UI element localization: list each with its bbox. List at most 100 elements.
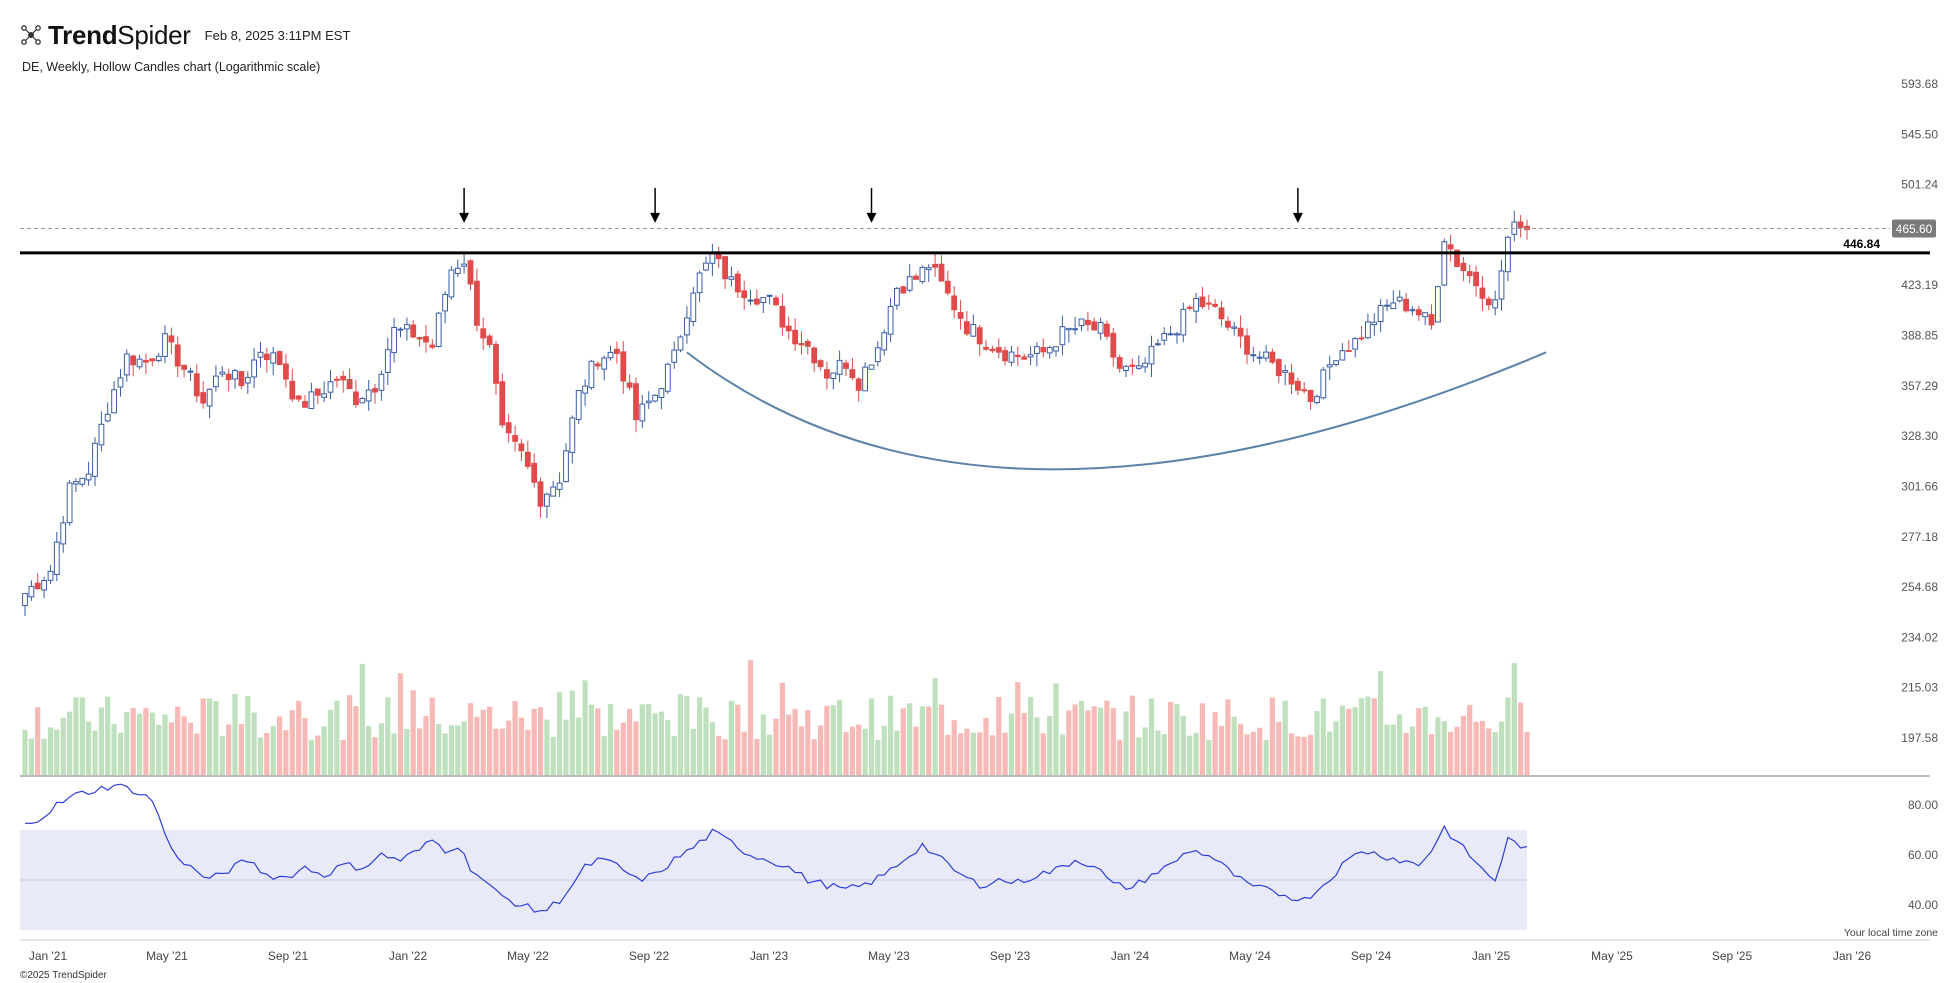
volume-bar: [1479, 721, 1485, 775]
volume-bar: [1168, 702, 1174, 775]
volume-bar: [900, 708, 906, 775]
volume-bar: [410, 690, 416, 775]
candle-down: [913, 275, 919, 280]
candle-up: [1314, 396, 1320, 404]
candle-up: [607, 351, 614, 359]
candle-down: [938, 263, 945, 282]
candle-down: [944, 280, 951, 294]
candle-up: [1059, 326, 1066, 346]
volume-bar: [1365, 696, 1371, 775]
candle-up: [123, 353, 130, 376]
volume-bar: [162, 714, 168, 775]
candle-up: [213, 375, 219, 388]
candle-up: [894, 287, 900, 306]
candle-down: [467, 260, 474, 285]
volume-bar: [671, 735, 677, 775]
candle-down: [34, 582, 41, 590]
volume-bar: [60, 717, 66, 775]
volume-bar: [359, 663, 365, 775]
volume-bar: [1460, 715, 1466, 775]
candle-down: [289, 380, 296, 400]
volume-bar: [1098, 707, 1104, 775]
candle-up: [384, 349, 391, 374]
volume-bar: [1327, 731, 1333, 775]
volume-bar: [1511, 663, 1517, 775]
volume-bar: [938, 704, 945, 775]
y-tick-label: 357.29: [1901, 379, 1938, 393]
volume-bar: [79, 697, 85, 775]
candle-up: [766, 294, 773, 297]
volume-bar: [474, 716, 480, 775]
candle-up: [397, 328, 404, 331]
volume-bar: [614, 729, 620, 775]
candle-up: [28, 585, 35, 598]
volume-bar: [1358, 698, 1365, 775]
chart-timestamp: Feb 8, 2025 3:11PM EST: [204, 27, 351, 43]
candle-up: [79, 477, 86, 485]
y-tick-label: 234.02: [1901, 630, 1938, 644]
volume-bar: [1085, 710, 1091, 775]
candle-up: [321, 393, 328, 398]
candle-up: [454, 267, 461, 274]
candle-down: [1218, 307, 1225, 320]
volume-bar: [684, 696, 690, 775]
volume-bar: [493, 728, 499, 775]
candle-up: [41, 580, 48, 591]
volume-bar: [308, 739, 314, 775]
volume-bar: [518, 717, 524, 775]
candle-down: [1524, 225, 1530, 231]
candle-down: [849, 369, 856, 379]
candle-up: [684, 317, 690, 336]
volume-bar: [1301, 736, 1307, 775]
volume-bar: [302, 718, 308, 775]
volume-bar: [728, 700, 734, 775]
volume-bar: [557, 692, 563, 775]
candle-up: [1072, 328, 1078, 331]
volume-bar: [175, 706, 181, 775]
volume-bar: [531, 708, 537, 775]
candle-up: [1078, 318, 1085, 327]
volume-bar: [760, 714, 766, 775]
candle-up: [709, 253, 716, 264]
candle-up: [1409, 309, 1416, 312]
candle-up: [1333, 360, 1339, 366]
candle-up: [1505, 236, 1511, 273]
volume-bar: [480, 709, 486, 775]
candle-up: [645, 400, 652, 404]
volume-bar: [1218, 726, 1225, 775]
volume-bar: [747, 660, 754, 775]
volume-bar: [601, 736, 607, 775]
volume-bar: [226, 724, 232, 775]
candle-up: [1371, 321, 1378, 326]
candle-down: [372, 388, 378, 393]
candle-up: [550, 486, 557, 497]
volume-bar: [1505, 697, 1511, 775]
volume-bar: [1288, 733, 1295, 775]
candle-up: [1320, 369, 1327, 399]
candle-down: [964, 321, 970, 335]
candle-down: [1428, 314, 1435, 326]
volume-bar: [270, 726, 276, 775]
candle-up: [1123, 365, 1129, 371]
volume-bar: [798, 726, 805, 775]
volume-bar: [92, 730, 98, 775]
candle-down: [143, 359, 149, 363]
candle-down: [1014, 354, 1021, 358]
volume-bar: [576, 717, 582, 775]
volume-bar: [391, 733, 397, 775]
candle-up: [919, 266, 926, 283]
candle-down: [499, 381, 506, 426]
volume-bar: [251, 712, 257, 775]
volume-bar: [1028, 697, 1034, 775]
timezone-note: Your local time zone: [1843, 927, 1938, 939]
candle-up: [887, 305, 894, 335]
candle-up: [569, 417, 576, 453]
candle-down: [843, 362, 849, 369]
x-tick-label: May '23: [868, 949, 910, 963]
candle-up: [970, 324, 977, 337]
volume-bar: [983, 718, 989, 775]
brand-name: TrendSpider: [48, 19, 191, 50]
volume-bar: [1397, 714, 1403, 775]
candle-up: [1174, 333, 1180, 336]
